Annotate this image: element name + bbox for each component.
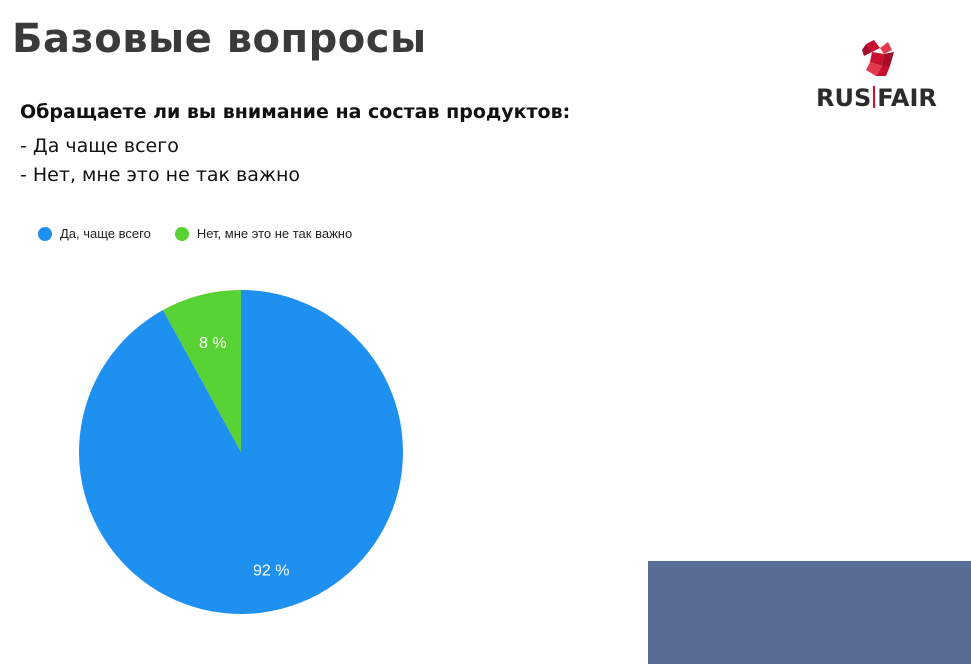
logo-divider [873, 86, 876, 108]
pie-slice-yes [79, 290, 404, 614]
question-text: Обращаете ли вы внимание на состав проду… [20, 101, 571, 123]
corner-decoration-block [648, 561, 971, 664]
rooster-icon [862, 40, 894, 76]
legend-marker-no [174, 226, 189, 241]
logo-text-right: FAIR [877, 84, 937, 112]
legend-label-yes: Да, чаще всего [60, 226, 151, 241]
legend-item-no: Нет, мне это не так важно [174, 226, 353, 241]
legend-item-yes: Да, чаще всего [38, 226, 151, 241]
pie-label-no: 8 % [199, 335, 227, 352]
logo-text: RUS FAIR [816, 84, 937, 112]
answer-option-yes: - Да чаще всего [20, 135, 179, 157]
logo: RUS FAIR [816, 38, 956, 114]
pie-chart: 92 % 8 % [79, 290, 404, 614]
answer-option-no: - Нет, мне это не так важно [20, 164, 301, 186]
legend-label-no: Нет, мне это не так важно [196, 226, 353, 241]
pie-label-yes: 92 % [253, 563, 289, 580]
legend-marker-yes [38, 226, 52, 241]
chart-legend: Да, чаще всего Нет, мне это не так важно [38, 226, 376, 241]
pie-slice-no [162, 290, 241, 452]
answer-options-list: - Да чаще всего - Нет, мне это не так ва… [20, 132, 300, 190]
page-title: Базовые вопросы [12, 16, 427, 62]
logo-text-left: RUS [816, 84, 872, 112]
